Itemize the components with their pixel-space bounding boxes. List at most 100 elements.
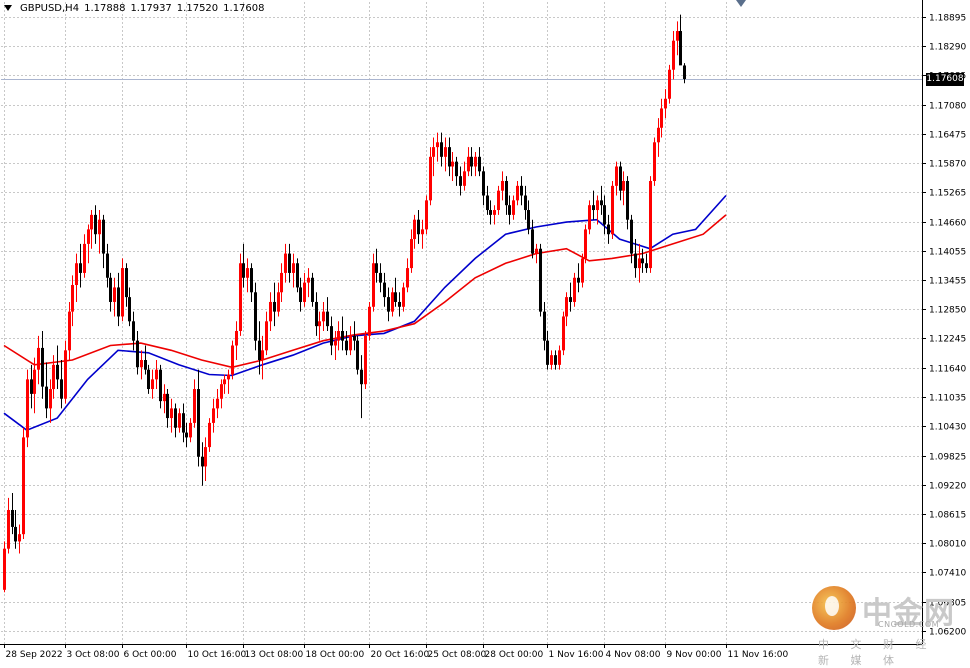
candle-bull: [121, 268, 124, 317]
chart-header: GBPUSD,H4 1.17888 1.17937 1.17520 1.17608: [4, 3, 265, 14]
candle-bear: [341, 330, 344, 341]
x-tick-label: 10 Oct 16:00: [188, 650, 247, 660]
candle-bear: [106, 253, 109, 278]
candle-bear: [273, 301, 276, 312]
candle-bull: [71, 285, 74, 312]
candle-bear: [524, 195, 527, 211]
candle-bull: [87, 229, 90, 244]
candle-bull: [425, 200, 428, 230]
y-tick-label: 1.15870: [929, 160, 966, 170]
ma-fast-line: [3, 194, 727, 432]
candle-bear: [45, 386, 48, 409]
candle-bear: [174, 408, 177, 428]
candle-bear: [132, 321, 135, 341]
candle-bear: [299, 287, 302, 302]
candle-bear: [311, 277, 314, 302]
candle-bull: [83, 243, 86, 273]
candle-bull: [436, 142, 439, 148]
candle-bull: [170, 408, 173, 419]
candle-bull: [429, 156, 432, 201]
candle-bear: [394, 292, 397, 302]
candle-bull: [98, 219, 101, 235]
candle-bear: [360, 369, 363, 385]
dropdown-triangle-icon[interactable]: [4, 5, 12, 11]
candle-bull: [565, 297, 568, 317]
candle-bear: [109, 277, 112, 302]
candle-bull: [402, 287, 405, 307]
candle-bear: [683, 65, 686, 80]
candle-bear: [94, 214, 97, 235]
candle-bull: [573, 277, 576, 302]
x-tick-label: 4 Nov 08:00: [606, 650, 661, 660]
x-tick-label: 28 Oct 00:00: [485, 650, 544, 660]
candle-bull: [467, 156, 470, 172]
candle-bear: [296, 263, 299, 288]
candle-bear: [448, 147, 451, 167]
y-tick-label: 1.18895: [929, 14, 966, 24]
candle-bull: [280, 272, 283, 293]
y-tick-label: 1.08010: [929, 540, 966, 550]
candle-bear: [630, 219, 633, 254]
candle-bull: [220, 384, 223, 399]
candle-bear: [128, 297, 131, 322]
x-tick-label: 25 Oct 08:00: [428, 650, 487, 660]
candle-bear: [417, 219, 420, 235]
candle-bear: [14, 526, 17, 542]
y-tick-label: 1.06200: [929, 628, 966, 638]
candle-bull: [284, 253, 287, 273]
candle-bear: [634, 253, 637, 269]
logo-site: CNGOLD.COM: [878, 620, 940, 629]
candle-bull: [163, 393, 166, 402]
y-tick-label: 1.14660: [929, 219, 966, 229]
price-axis: 1.188951.182901.176851.170801.164751.158…: [922, 14, 966, 638]
candle-bull: [501, 181, 504, 191]
candle-bear: [641, 258, 644, 264]
chart-shift-marker-icon[interactable]: [736, 0, 746, 7]
candle-bear: [489, 210, 492, 215]
candle-bull: [239, 263, 242, 331]
candle-bull: [303, 282, 306, 302]
candle-bear: [166, 393, 169, 419]
candle-bear: [645, 263, 648, 269]
candle-bull: [535, 248, 538, 254]
candle-bear: [470, 156, 473, 167]
y-tick-label: 1.06805: [929, 599, 966, 609]
y-tick-label: 1.11035: [929, 394, 966, 404]
y-tick-label: 1.07410: [929, 569, 966, 579]
y-tick-label: 1.13455: [929, 277, 966, 287]
grid: [1, 2, 922, 644]
candle-bull: [18, 534, 21, 542]
candle-bull: [318, 321, 321, 327]
candle-bear: [619, 166, 622, 191]
low-value: 1.17520: [176, 3, 219, 14]
candle-bear: [482, 171, 485, 196]
ma-slow-line: [3, 214, 727, 369]
x-tick-label: 1 Nov 16:00: [549, 650, 604, 660]
candle-bear: [356, 340, 359, 370]
candle-bear: [353, 335, 356, 341]
y-tick-label: 1.16475: [929, 131, 966, 141]
y-tick-label: 1.08615: [929, 511, 966, 521]
candle-bull: [372, 263, 375, 307]
candle-bear: [539, 248, 542, 312]
x-tick-label: 6 Oct 00:00: [124, 650, 177, 660]
candle-bear: [486, 195, 489, 211]
candle-bear: [250, 268, 253, 293]
x-tick-label: 18 Oct 00:00: [306, 650, 365, 660]
candle-bull: [349, 335, 352, 351]
candle-bear: [102, 219, 105, 254]
candle-bull: [672, 40, 675, 70]
current-price-tag: 1.17608: [926, 72, 964, 86]
candle-bull: [493, 210, 496, 215]
symbol-label: GBPUSD,H4: [20, 3, 80, 14]
candle-bull: [64, 350, 67, 399]
candle-bear: [459, 176, 462, 186]
candle-bull: [155, 369, 158, 380]
candle-bear: [60, 379, 63, 399]
candle-bear: [258, 340, 261, 361]
candle-bull: [463, 171, 466, 186]
candle-bull: [516, 185, 519, 201]
candle-bear: [11, 509, 14, 527]
candle-bull: [292, 263, 295, 273]
